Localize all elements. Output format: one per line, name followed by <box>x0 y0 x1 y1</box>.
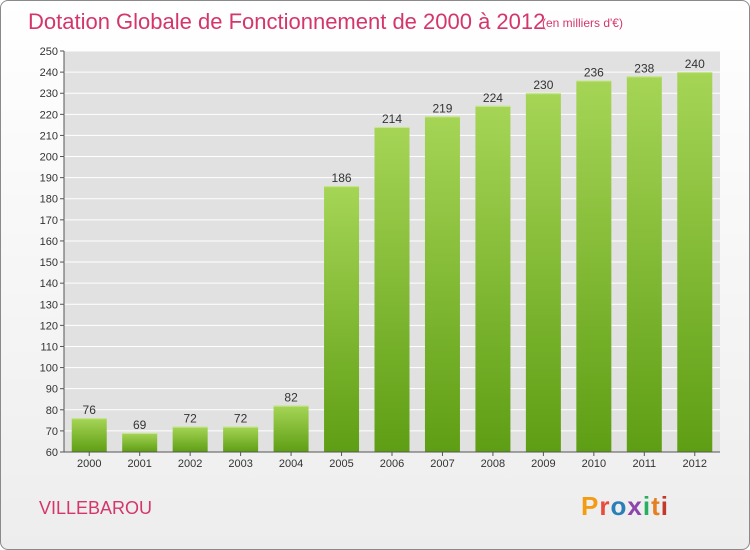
bar-2004 <box>273 405 309 452</box>
logo-letter: x <box>627 491 643 521</box>
logo-letter: i <box>642 491 652 521</box>
bar-2009 <box>525 93 561 453</box>
x-tick-label: 2007 <box>430 458 454 470</box>
x-tick-label: 2001 <box>127 458 151 470</box>
bar-2000 <box>71 418 107 452</box>
bar-2011 <box>626 76 662 452</box>
y-tick-label: 220 <box>40 109 58 121</box>
bar-2008 <box>475 105 511 452</box>
value-label: 186 <box>332 171 352 185</box>
value-label: 82 <box>284 391 298 405</box>
y-tick-label: 240 <box>40 67 58 79</box>
y-tick-label: 140 <box>40 278 58 290</box>
x-tick-label: 2006 <box>380 458 404 470</box>
y-tick-label: 100 <box>40 363 58 375</box>
y-tick-label: 130 <box>40 299 58 311</box>
value-label: 236 <box>584 66 604 80</box>
commune-name: VILLEBAROU <box>39 498 153 518</box>
value-label: 240 <box>685 57 705 71</box>
x-tick-label: 2011 <box>632 458 656 470</box>
y-tick-label: 190 <box>40 173 58 185</box>
bar-2010 <box>576 80 612 453</box>
bar-2005 <box>324 186 360 453</box>
y-tick-label: 60 <box>46 447 58 459</box>
value-label: 72 <box>183 412 197 426</box>
bars <box>71 72 713 453</box>
chart-unit-note: (en milliers d'€) <box>542 16 623 30</box>
y-tick-label: 250 <box>40 46 58 58</box>
y-tick-label: 70 <box>46 426 58 438</box>
x-tick-label: 2000 <box>77 458 101 470</box>
x-tick-label: 2002 <box>178 458 202 470</box>
value-label: 238 <box>634 61 654 75</box>
y-tick-label: 160 <box>40 236 58 248</box>
bar-2001 <box>122 433 158 452</box>
x-tick-label: 2008 <box>481 458 505 470</box>
proxiti-logo: Proxiti <box>581 491 669 522</box>
value-label: 230 <box>533 78 553 92</box>
logo-letter: P <box>581 491 600 521</box>
x-tick-label: 2005 <box>329 458 353 470</box>
y-axis-ticks: 60 70 80 90 100 110 120 130 140 150 160 170 180 190 20… <box>40 46 720 459</box>
y-tick-label: 120 <box>40 320 58 332</box>
y-tick-label: 150 <box>40 257 58 269</box>
value-label: 69 <box>133 418 147 432</box>
y-tick-label: 170 <box>40 215 58 227</box>
y-tick-label: 180 <box>40 194 58 206</box>
x-tick-label: 2009 <box>531 458 555 470</box>
y-tick-label: 230 <box>40 88 58 100</box>
value-labels: 76 69 72 72 82 186 214 219 224 230 236 238 240 <box>83 57 706 432</box>
value-label: 224 <box>483 91 503 105</box>
y-tick-label: 210 <box>40 130 58 142</box>
bar-2007 <box>424 116 460 452</box>
x-tick-label: 2012 <box>683 458 707 470</box>
value-label: 76 <box>83 403 97 417</box>
x-tick-label: 2004 <box>279 458 303 470</box>
chart-title: Dotation Globale de Fonctionnement de 20… <box>28 9 546 34</box>
value-label: 72 <box>234 412 248 426</box>
value-label: 219 <box>432 101 452 115</box>
x-axis-ticks: 2000 2001 2002 2003 2004 2005 2006 2007 2008 2009… <box>77 452 707 470</box>
y-tick-label: 80 <box>46 405 58 417</box>
x-tick-label: 2003 <box>228 458 252 470</box>
bar-2012 <box>677 72 713 453</box>
logo-letter: o <box>610 491 628 521</box>
bar-2002 <box>172 426 208 452</box>
logo-letter: t <box>651 491 661 521</box>
y-tick-label: 200 <box>40 152 58 164</box>
value-label: 214 <box>382 112 402 126</box>
logo-letter: r <box>599 491 611 521</box>
y-tick-label: 110 <box>40 341 58 353</box>
logo-letter: i <box>660 491 669 521</box>
bar-2006 <box>374 126 410 453</box>
x-tick-label: 2010 <box>582 458 606 470</box>
y-tick-label: 90 <box>46 384 58 396</box>
bar-2003 <box>223 426 259 452</box>
